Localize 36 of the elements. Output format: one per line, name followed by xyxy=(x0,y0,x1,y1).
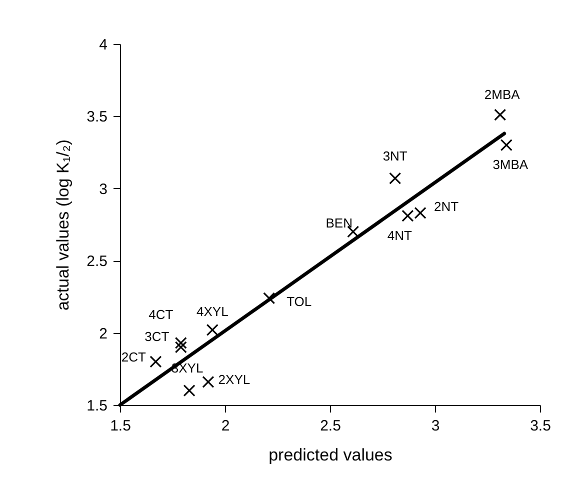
y-tick-label: 2 xyxy=(99,325,108,342)
x-tick-label: 1.5 xyxy=(110,418,131,434)
annotation: 2XYL xyxy=(218,372,250,387)
annotation: 2MBA xyxy=(484,86,520,102)
y-tick-label: 1.5 xyxy=(86,398,108,414)
x-tick-label: 2 xyxy=(221,418,230,434)
y-axis-title: actual values (log K₁/₂) xyxy=(54,139,73,311)
annotation: TOL xyxy=(286,294,312,310)
annotation: 4CT xyxy=(148,306,174,322)
point xyxy=(494,108,506,121)
point xyxy=(500,139,512,152)
x-tick-label: 3.5 xyxy=(530,418,551,434)
annotation: 3NT xyxy=(382,148,408,164)
point xyxy=(183,384,196,397)
annotation: 3CT xyxy=(144,329,170,344)
annotation: BEN xyxy=(326,216,352,231)
point xyxy=(150,356,162,368)
point xyxy=(347,226,360,238)
point xyxy=(206,324,218,336)
x-tick-label: 2.5 xyxy=(320,418,341,434)
y-tick-label: 4 xyxy=(99,36,108,54)
annotation: 4NT xyxy=(387,228,412,243)
point xyxy=(202,376,214,388)
annotation: 4XYL xyxy=(196,304,228,319)
x-axis-title: predicted values xyxy=(268,446,392,464)
y-tick-label: 3 xyxy=(99,180,108,198)
annotation: 2NT xyxy=(434,198,459,214)
y-tick-label: 2.5 xyxy=(86,253,108,270)
annotation: 3MBA xyxy=(492,157,528,172)
point xyxy=(389,172,402,184)
y-tick-label: 3.5 xyxy=(86,108,108,126)
x-tick-label: 3 xyxy=(431,418,440,434)
point xyxy=(263,292,276,304)
point xyxy=(174,341,187,354)
annotation: 2CT xyxy=(121,350,146,365)
point xyxy=(174,336,187,349)
